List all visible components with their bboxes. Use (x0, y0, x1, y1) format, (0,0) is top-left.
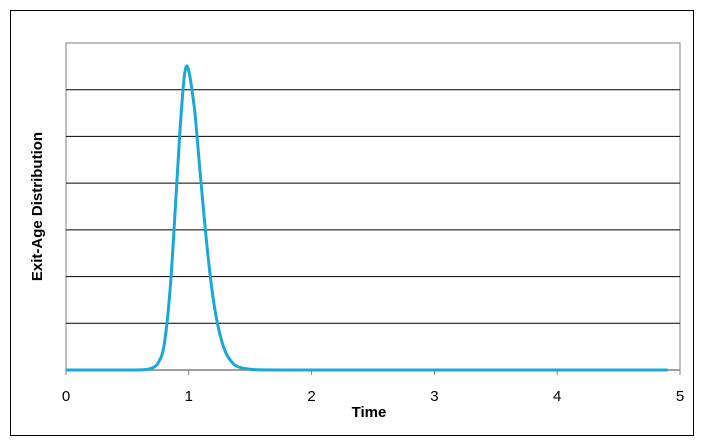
x-tick-label: 1 (185, 388, 193, 405)
plot-area (65, 42, 681, 371)
x-tick-label: 5 (676, 388, 684, 405)
x-tick-label: 3 (430, 388, 438, 405)
x-tick-label: 2 (307, 388, 315, 405)
series-line (65, 64, 668, 372)
x-tick-label: 0 (62, 388, 70, 405)
x-axis: 0 1 2 3 4 5 (62, 369, 684, 405)
x-axis-title: Time (352, 404, 387, 421)
x-tick-label: 4 (553, 388, 561, 405)
series-layer (65, 64, 668, 372)
y-axis-title: Exit-Age Distribution (29, 132, 46, 281)
